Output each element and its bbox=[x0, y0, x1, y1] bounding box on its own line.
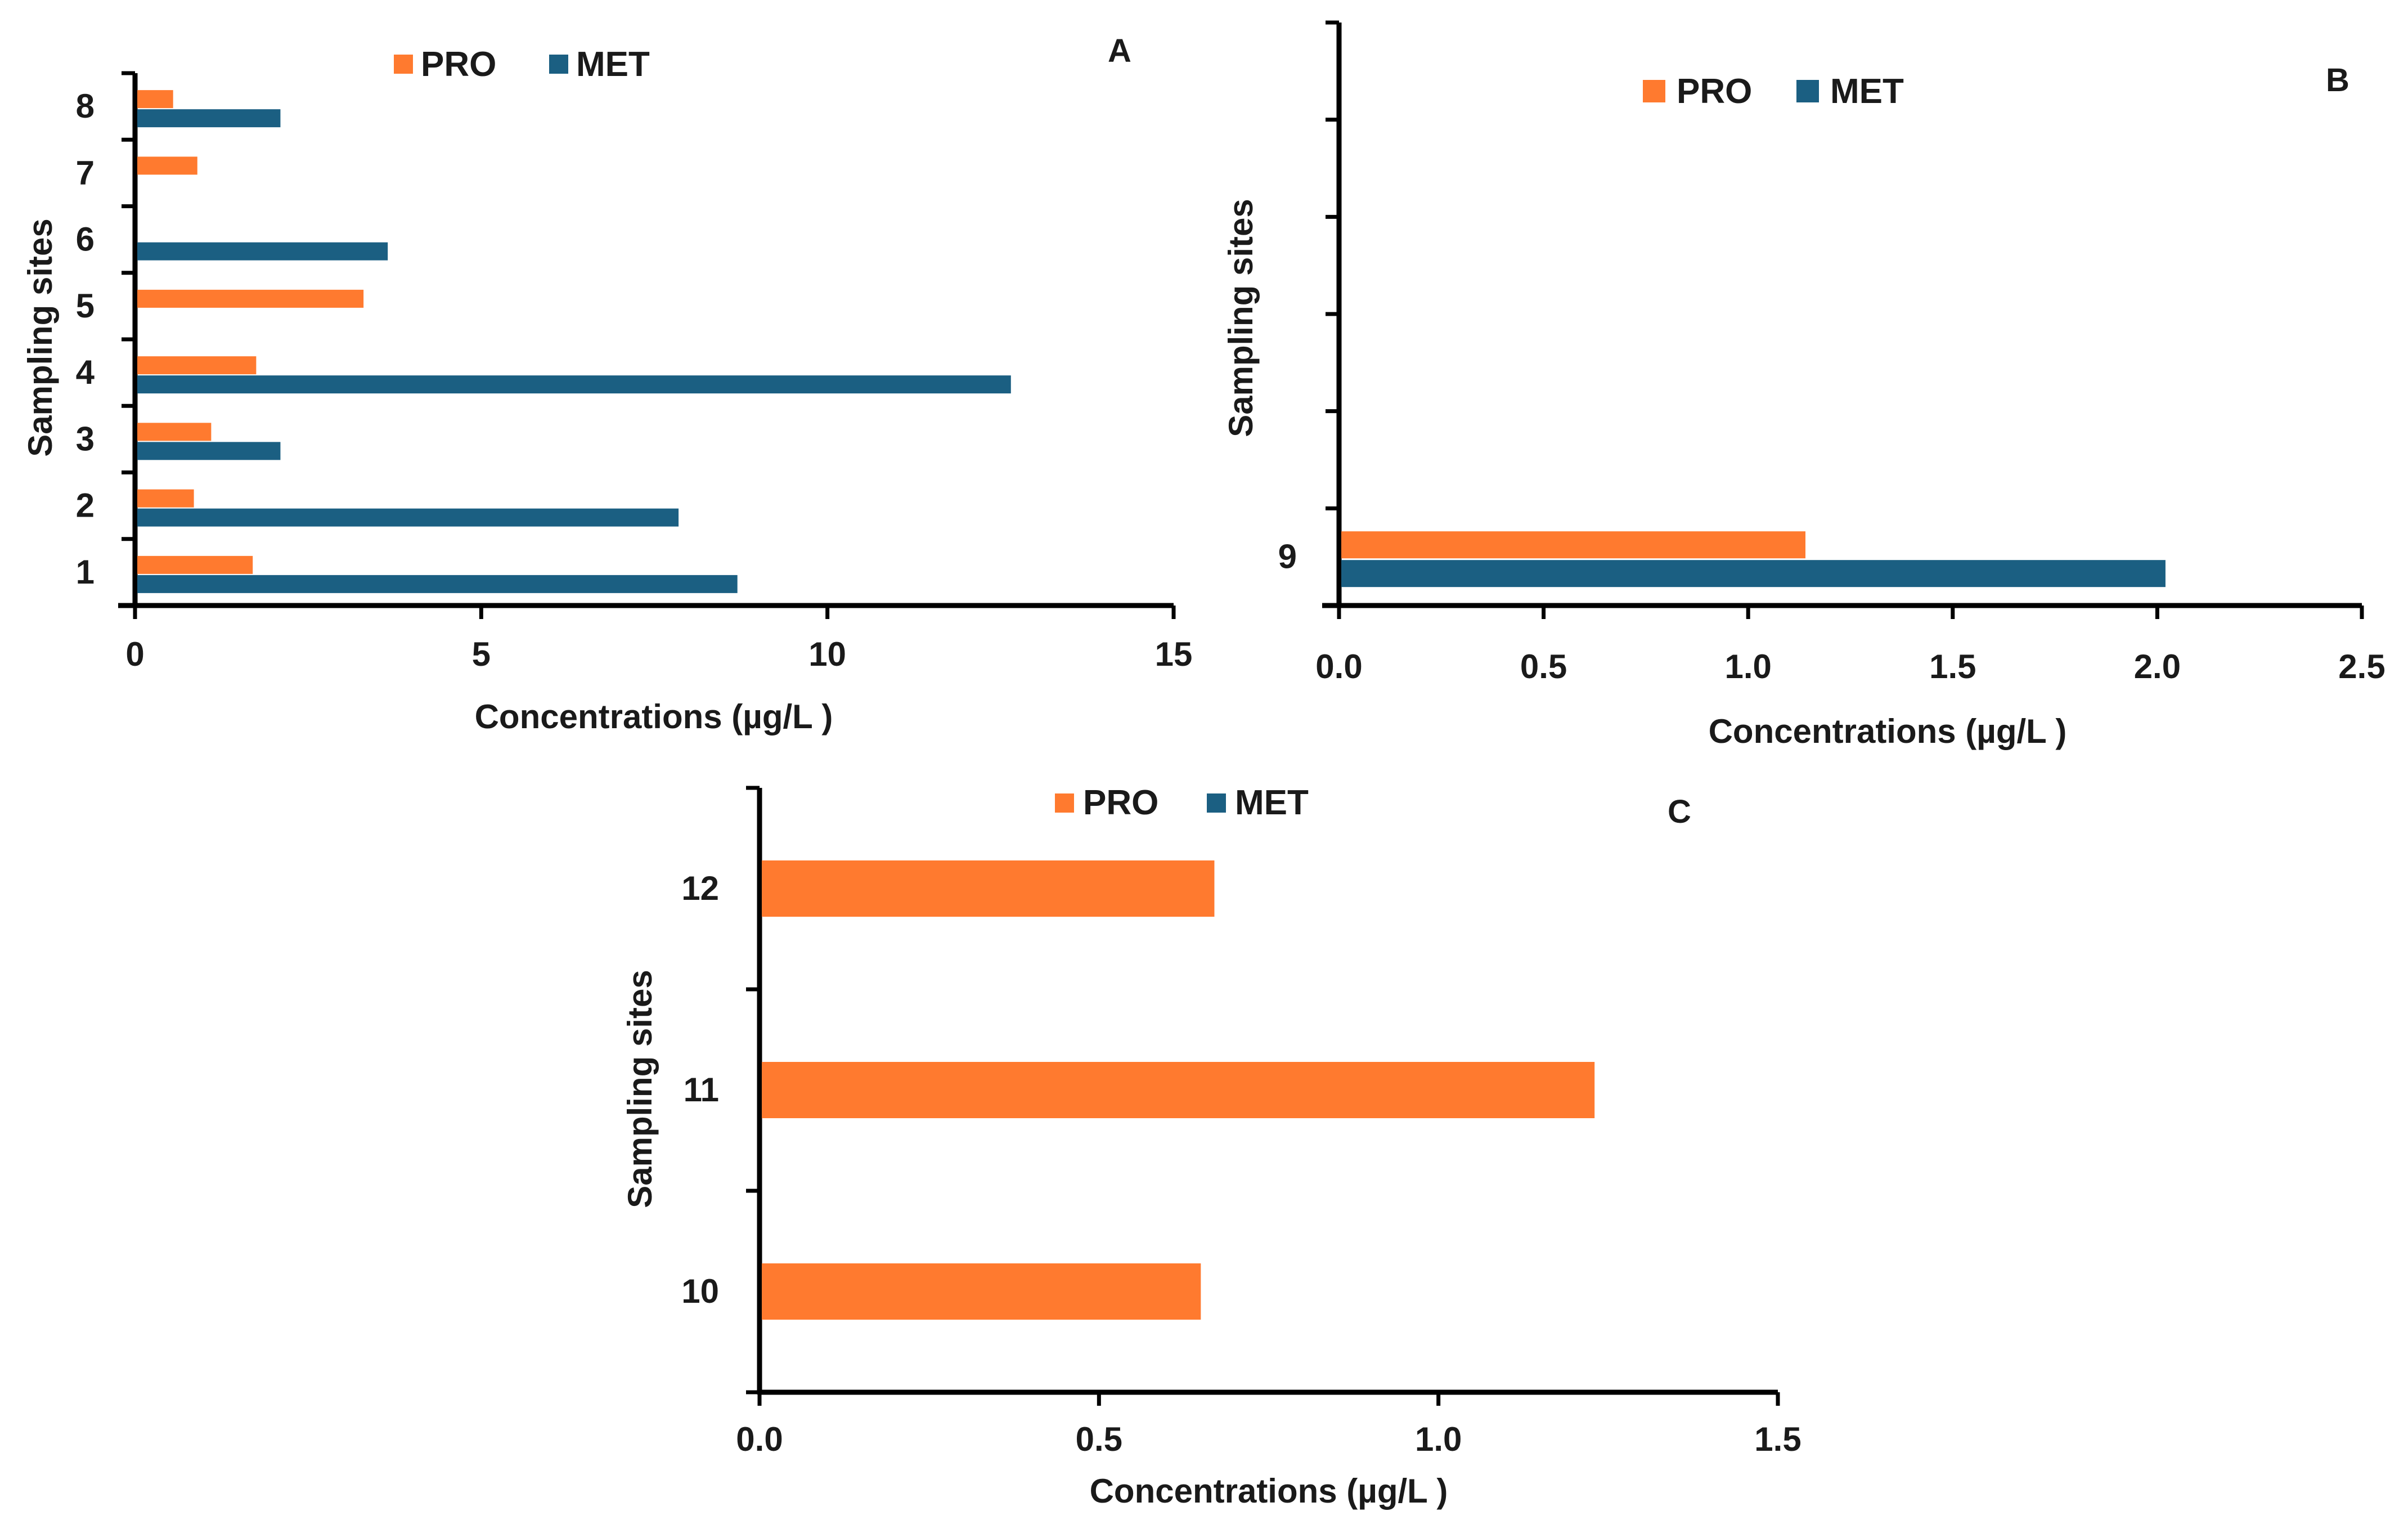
panel-b-chart: 0.0 0.5 1.0 1.5 2.0 2.5 9 Sampling sites Conc… bbox=[1222, 20, 2385, 750]
panel-a-chart: 0 5 10 15 1 2 3 4 5 6 7 8 Sampling sites Concentra… bbox=[21, 33, 1192, 736]
panel-c-legend-swatch-pro bbox=[1055, 793, 1074, 813]
panel-a-y-tick-label: 2 bbox=[76, 487, 95, 524]
panel-a-bar-pro-site-8 bbox=[137, 90, 173, 109]
panel-c-bar-pro-site-12 bbox=[762, 860, 1215, 917]
panel-b-x-tick-label: 2.5 bbox=[2338, 648, 2385, 685]
panel-b-bar-pro-site-9 bbox=[1341, 531, 1806, 559]
panel-a-bar-pro-site-1 bbox=[137, 555, 253, 574]
panel-a-y-tick-label: 1 bbox=[76, 553, 95, 591]
panel-a-bar-met-site-6 bbox=[137, 242, 388, 261]
panel-a-x-tick-label: 10 bbox=[808, 635, 846, 673]
panel-b-y-tick-label: 9 bbox=[1278, 538, 1297, 576]
panel-a-bar-met-site-1 bbox=[137, 575, 738, 593]
panel-a-y-tick-label: 4 bbox=[76, 353, 95, 391]
panel-c-x-tick-label: 0.0 bbox=[736, 1420, 783, 1458]
panel-b-x-axis-title: Concentrations (µg/L ) bbox=[1709, 712, 2067, 750]
panel-b-x-tick-label: 2.0 bbox=[2134, 648, 2181, 685]
panel-c-y-tick-label: 10 bbox=[681, 1272, 719, 1310]
panel-b-bar-met-site-9 bbox=[1341, 560, 2166, 588]
panel-a-legend-label-met: MET bbox=[576, 45, 650, 84]
panel-b-legend-label-met: MET bbox=[1830, 72, 1904, 111]
panel-a-bar-pro-site-5 bbox=[137, 289, 364, 308]
panel-c-y-tick-label: 12 bbox=[681, 869, 719, 907]
panel-b-legend-swatch-met bbox=[1796, 80, 1819, 102]
panel-a-label: A bbox=[1108, 33, 1131, 69]
panel-a-legend-label-pro: PRO bbox=[421, 45, 496, 84]
panel-b-legend-swatch-pro bbox=[1643, 80, 1665, 102]
panel-b-y-axis-title: Sampling sites bbox=[1222, 199, 1260, 437]
panel-c-chart: 0.0 0.5 1.0 1.5 10 11 12 Sampling sites Conce… bbox=[621, 783, 1801, 1510]
panel-b-legend-label-pro: PRO bbox=[1677, 72, 1752, 111]
panel-c-bar-pro-site-10 bbox=[762, 1263, 1201, 1320]
panel-b-x-tick-label: 0.5 bbox=[1520, 648, 1567, 685]
panel-a-bar-met-site-2 bbox=[137, 508, 679, 527]
panel-a-bar-met-site-4 bbox=[137, 375, 1011, 394]
panel-a-y-tick-label: 6 bbox=[76, 221, 95, 258]
panel-a-x-axis-title: Concentrations (µg/L ) bbox=[475, 698, 833, 736]
panel-a-bar-pro-site-2 bbox=[137, 489, 194, 508]
panel-c-legend-swatch-met bbox=[1207, 793, 1226, 813]
panel-a-y-tick-label: 8 bbox=[76, 87, 95, 125]
panel-a-legend-swatch-met bbox=[549, 55, 568, 74]
panel-c-x-tick-label: 1.5 bbox=[1754, 1420, 1801, 1458]
panel-c-x-axis-title: Concentrations (µg/L ) bbox=[1090, 1472, 1448, 1510]
panel-b-x-tick-label: 0.0 bbox=[1315, 648, 1362, 685]
panel-b-x-tick-label: 1.0 bbox=[1724, 648, 1771, 685]
panel-a-bar-pro-site-7 bbox=[137, 156, 197, 175]
panel-a-legend-swatch-pro bbox=[394, 55, 413, 74]
panel-a-y-axis-title: Sampling sites bbox=[21, 218, 59, 456]
panel-c-legend-label-pro: PRO bbox=[1083, 783, 1158, 822]
panel-a-x-tick-label: 0 bbox=[125, 635, 144, 673]
panel-c-y-axis-title: Sampling sites bbox=[621, 970, 659, 1208]
panel-a-x-tick-label: 5 bbox=[472, 635, 491, 673]
panel-c-legend-label-met: MET bbox=[1235, 783, 1309, 822]
panel-b-label: B bbox=[2326, 62, 2349, 98]
panel-c-label: C bbox=[1668, 793, 1691, 830]
panel-a-y-tick-label: 3 bbox=[76, 420, 95, 458]
panel-b-x-tick-label: 1.5 bbox=[1929, 648, 1976, 685]
panel-a-y-tick-label: 7 bbox=[76, 154, 95, 191]
panel-a-bar-pro-site-4 bbox=[137, 356, 257, 375]
panel-c-y-tick-label: 11 bbox=[684, 1071, 719, 1109]
panel-c-x-tick-label: 1.0 bbox=[1415, 1420, 1462, 1458]
panel-a-x-tick-label: 15 bbox=[1155, 635, 1193, 673]
panel-c-bar-pro-site-11 bbox=[762, 1062, 1595, 1118]
panel-c-x-tick-label: 0.5 bbox=[1076, 1420, 1122, 1458]
panel-a-y-tick-label: 5 bbox=[76, 287, 95, 325]
panel-a-bar-pro-site-3 bbox=[137, 423, 212, 441]
panel-a-bar-met-site-8 bbox=[137, 109, 281, 128]
panel-a-bar-met-site-3 bbox=[137, 442, 281, 460]
